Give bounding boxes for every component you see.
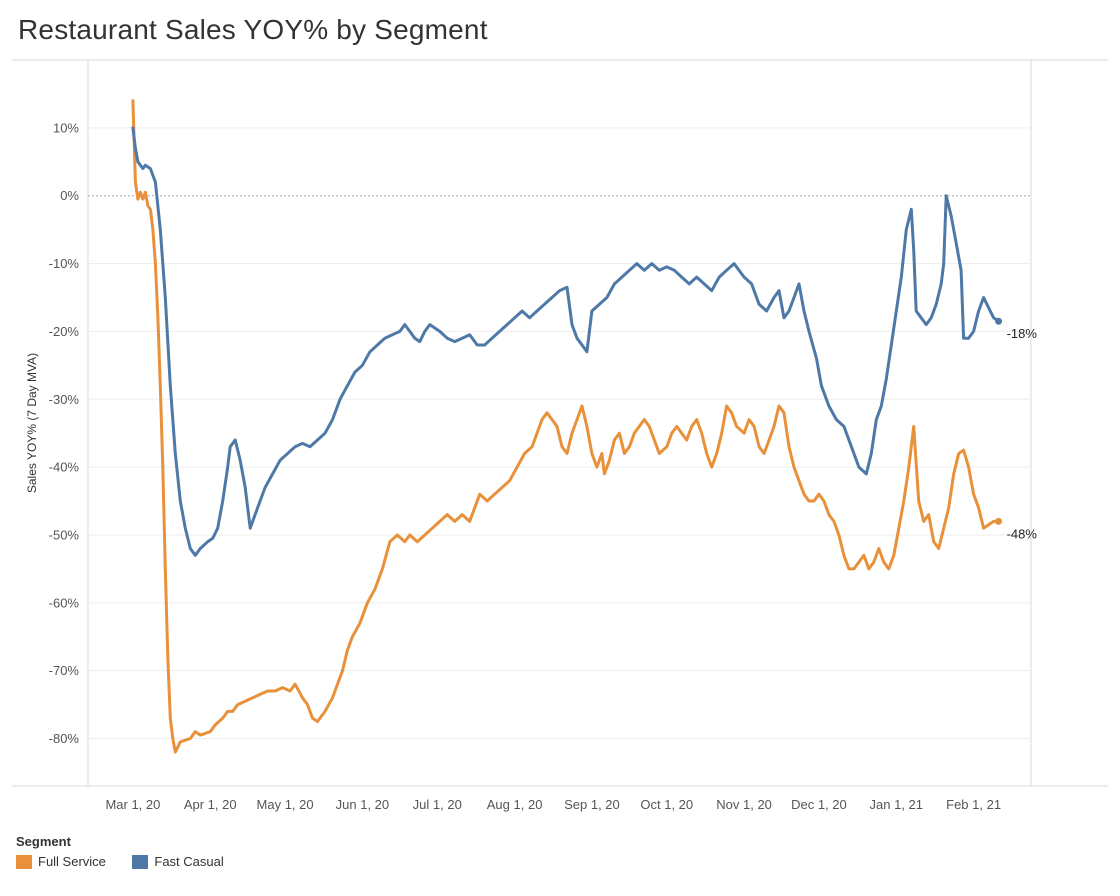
legend-item-fast-casual[interactable]: Fast Casual xyxy=(132,854,224,869)
y-tick-label: -40% xyxy=(49,460,80,475)
y-tick-label: -80% xyxy=(49,731,80,746)
chart-title: Restaurant Sales YOY% by Segment xyxy=(18,14,488,45)
x-tick-label: Aug 1, 20 xyxy=(487,797,543,812)
series-line-full-service[interactable] xyxy=(131,99,1001,754)
x-axis-ticks: Mar 1, 20 Apr 1, 20 May 1, 20 Jun 1, 20 Jul … xyxy=(105,797,1001,812)
x-tick-label: Nov 1, 20 xyxy=(716,797,772,812)
x-tick-label: Apr 1, 20 xyxy=(184,797,237,812)
legend-label-fast-casual: Fast Casual xyxy=(154,854,224,869)
y-tick-label: -10% xyxy=(49,256,80,271)
line-chart: 10% 0% -10% -20% -30% -40% -50% -60% -70% -80% Ma… xyxy=(12,59,1108,812)
y-tick-label: 10% xyxy=(53,120,79,135)
x-tick-label: Jul 1, 20 xyxy=(413,797,462,812)
x-tick-label: Sep 1, 20 xyxy=(564,797,620,812)
y-tick-label: -70% xyxy=(49,663,80,678)
series-line-fast-casual[interactable] xyxy=(131,126,1001,557)
legend-item-full-service[interactable]: Full Service xyxy=(16,854,106,869)
x-tick-label: Oct 1, 20 xyxy=(640,797,693,812)
series-end-label-fast-casual: -18% xyxy=(1007,326,1038,341)
y-tick-label: -30% xyxy=(49,392,80,407)
y-tick-label: -60% xyxy=(49,595,80,610)
x-tick-label: May 1, 20 xyxy=(257,797,314,812)
legend-items: Full Service Fast Casual xyxy=(16,854,246,874)
y-axis-title: Sales YOY% (7 Day MVA) xyxy=(25,353,39,493)
x-tick-label: Jan 1, 21 xyxy=(870,797,924,812)
x-tick-label: Dec 1, 20 xyxy=(791,797,847,812)
legend-swatch-full-service xyxy=(16,854,32,869)
legend-swatch-fast-casual xyxy=(132,854,149,869)
legend: Segment Full Service Fast Casual xyxy=(16,834,246,874)
y-tick-label: 0% xyxy=(60,188,79,203)
series-end-point-full-service[interactable] xyxy=(995,517,1003,525)
y-tick-label: -50% xyxy=(49,527,80,542)
grid-lines xyxy=(88,127,1031,740)
y-tick-label: -20% xyxy=(49,324,80,339)
x-tick-label: Jun 1, 20 xyxy=(336,797,390,812)
legend-title: Segment xyxy=(16,834,71,849)
series-lines: -48% -18% xyxy=(131,99,1038,754)
y-axis-ticks: 10% 0% -10% -20% -30% -40% -50% -60% -70% -80% xyxy=(49,120,80,746)
series-end-label-full-service: -48% xyxy=(1007,526,1038,541)
series-end-point-fast-casual[interactable] xyxy=(995,317,1003,325)
x-tick-label: Feb 1, 21 xyxy=(946,797,1001,812)
x-tick-label: Mar 1, 20 xyxy=(105,797,160,812)
legend-label-full-service: Full Service xyxy=(38,854,106,869)
